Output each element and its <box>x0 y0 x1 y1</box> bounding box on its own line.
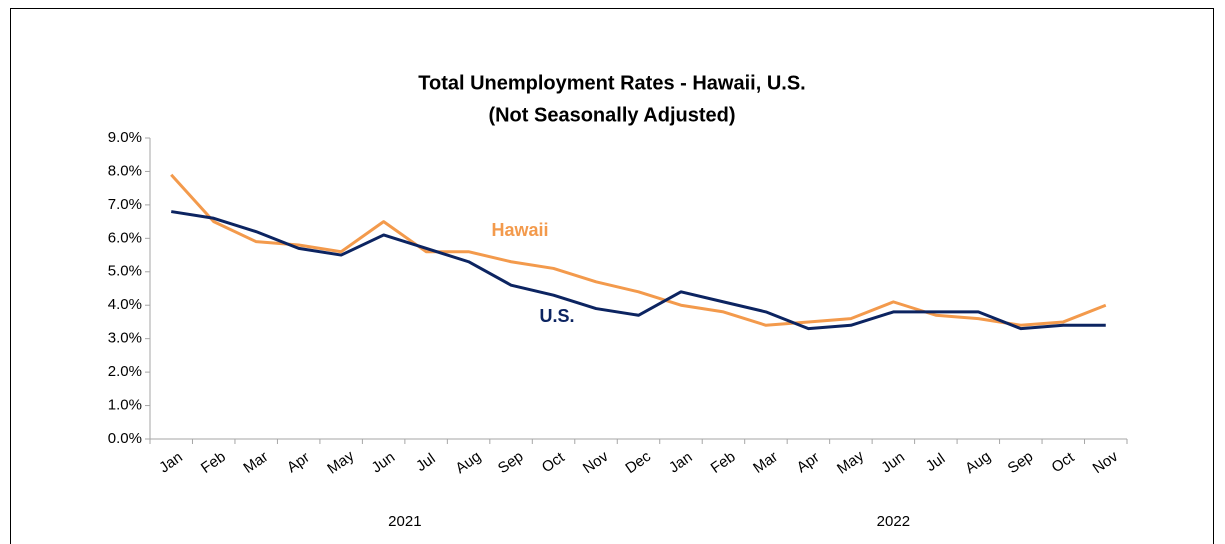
y-tick-label: 6.0% <box>108 229 142 246</box>
x-group-label: 2022 <box>877 513 910 530</box>
y-tick-label: 7.0% <box>108 196 142 213</box>
y-tick-label: 3.0% <box>108 330 142 347</box>
chart-title: Total Unemployment Rates - Hawaii, U.S. <box>418 72 805 94</box>
x-group-label: 2021 <box>388 513 421 530</box>
y-tick-label: 8.0% <box>108 162 142 179</box>
chart-subtitle: (Not Seasonally Adjusted) <box>488 104 735 126</box>
series-line <box>171 210 1106 331</box>
y-tick-label: 5.0% <box>108 263 142 280</box>
y-tick-label: 2.0% <box>108 363 142 380</box>
chart-frame <box>10 8 1214 544</box>
series-label: Hawaii <box>491 220 548 240</box>
series-line <box>170 173 1107 327</box>
y-tick-label: 0.0% <box>108 430 142 447</box>
y-tick-label: 1.0% <box>108 397 142 414</box>
y-tick-label: 9.0% <box>108 129 142 146</box>
y-tick-label: 4.0% <box>108 296 142 313</box>
series-label: U.S. <box>539 306 574 326</box>
